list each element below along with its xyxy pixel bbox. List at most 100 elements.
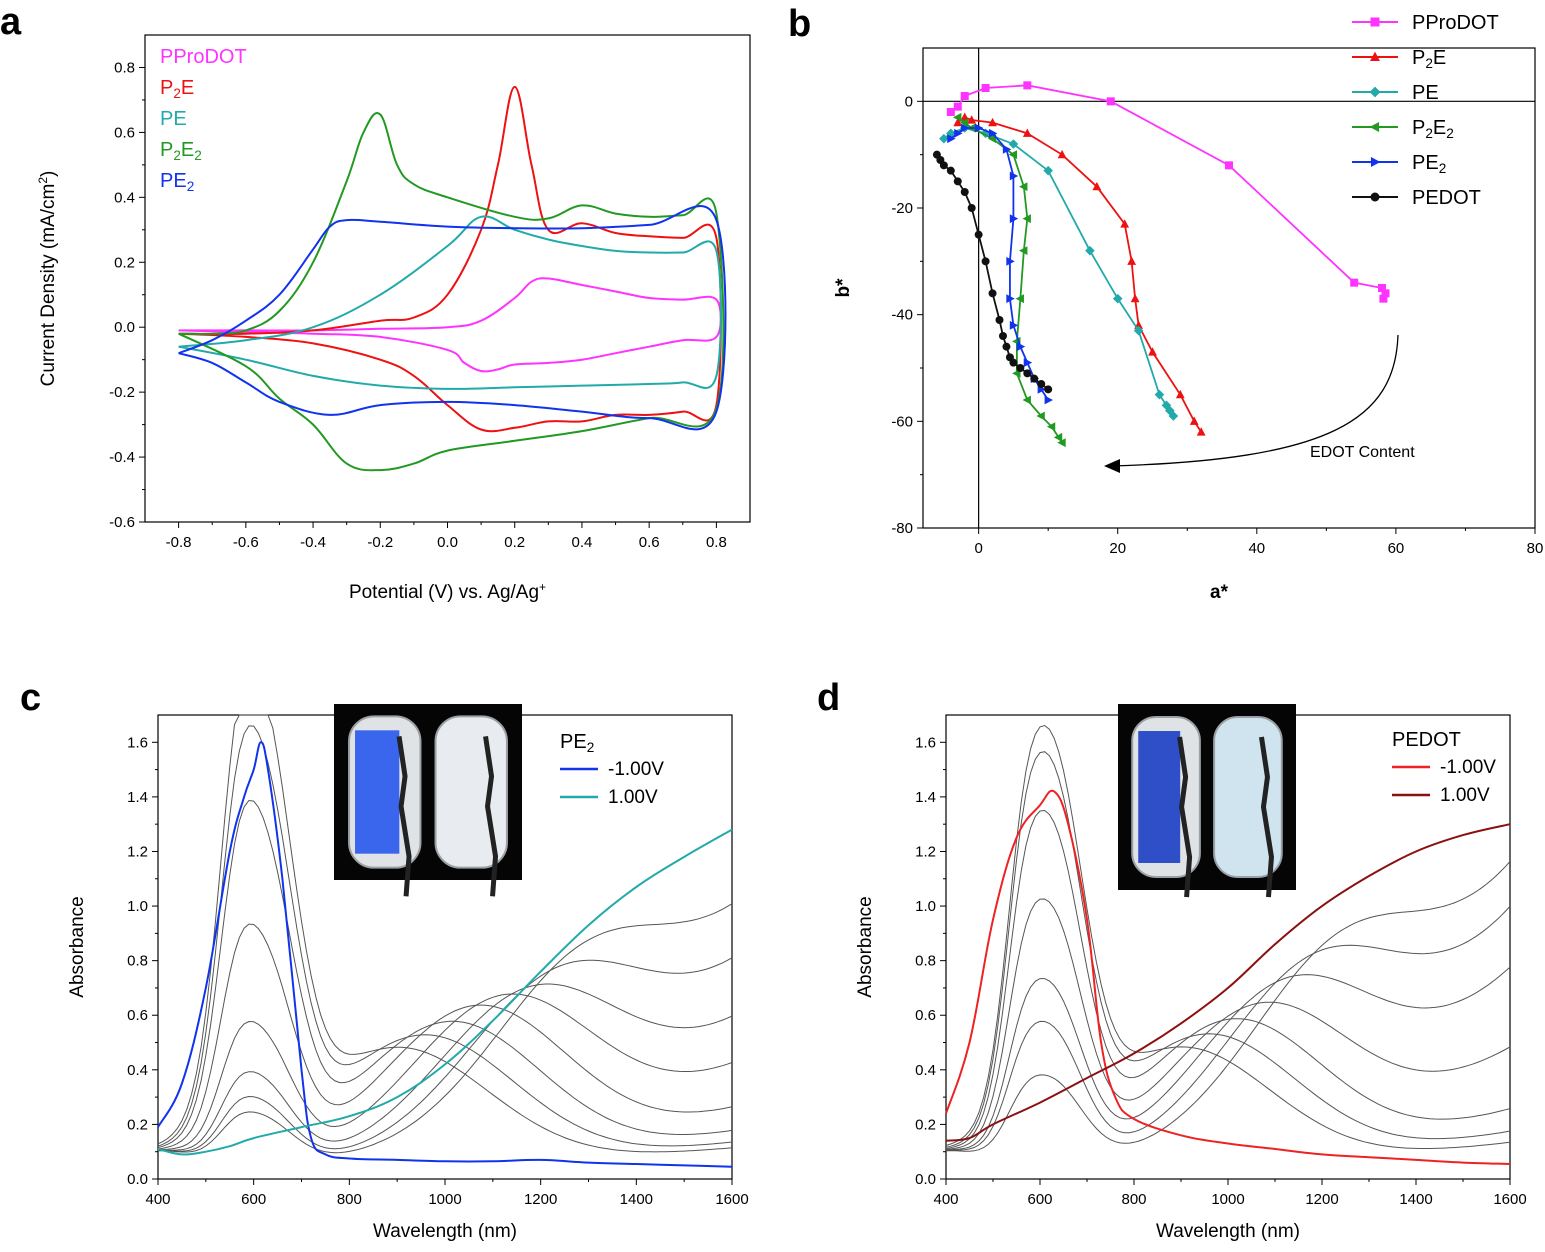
y-tick-label: 1.4 (127, 789, 148, 806)
data-point-PE2 (961, 123, 970, 133)
series-line-P2E2 (178, 112, 725, 472)
photo-inset (334, 704, 522, 897)
data-point-PE (939, 133, 949, 144)
legend-entry-2: PE (1412, 82, 1439, 104)
intermediate-spectrum (945, 861, 1511, 1152)
x-tick-label: 1200 (1305, 1191, 1338, 1208)
data-point-P2E (1092, 181, 1102, 191)
y-tick-label: 0.4 (127, 1062, 148, 1079)
x-tick-label: 400 (933, 1191, 958, 1208)
y-tick-label: 0.2 (915, 1116, 936, 1133)
data-point-PE (1154, 389, 1165, 400)
x-tick-label: 0.6 (639, 534, 660, 551)
x-tick-label: 60 (1388, 540, 1405, 557)
series-line-PE (178, 215, 722, 390)
legend-entry-0: PProDOT (160, 46, 247, 68)
series-line-PE2 (950, 127, 1049, 401)
data-point-PE2 (988, 128, 998, 138)
y-tick-label: 0.8 (127, 953, 148, 970)
y-tick-label: 0.2 (127, 1116, 148, 1133)
intermediate-spectrum (945, 751, 1511, 1148)
x-tick-label: 600 (241, 1191, 266, 1208)
data-point-P2E (967, 115, 977, 124)
data-point-PEDOT (1037, 380, 1046, 388)
legend-entry-1: P2E (160, 77, 194, 101)
y-tick-label: 1.6 (127, 734, 148, 751)
y-tick-label: -40 (891, 307, 913, 324)
data-point-PEDOT (1016, 364, 1025, 372)
data-point-PE2 (1002, 144, 1012, 154)
legend-entry-3: P2E2 (160, 139, 202, 163)
data-point-PProDOT (1378, 284, 1386, 292)
edot-arrowhead (1104, 459, 1120, 473)
y-tick-label: 0.6 (127, 1007, 148, 1024)
x-tick-label: -0.8 (166, 534, 192, 551)
x-tick-label: 1400 (620, 1191, 653, 1208)
legend-label-0: -1.00V (608, 759, 664, 780)
data-point-P2E2 (1015, 294, 1024, 304)
data-point-PE2 (947, 134, 956, 144)
x-tick-label: 40 (1248, 540, 1265, 557)
data-point-PProDOT (1106, 97, 1115, 106)
series-line-1.00V (945, 823, 1511, 1142)
series-line-P2E (957, 116, 1202, 433)
legend-entry-0: PProDOT (1412, 12, 1499, 34)
data-point-PProDOT (960, 92, 969, 100)
intermediate-spectrum (157, 923, 733, 1150)
data-point-P2E (1175, 389, 1185, 399)
edot-arrow (1109, 334, 1399, 467)
data-point-P2E2 (987, 134, 997, 144)
data-point-P2E (1127, 256, 1137, 265)
y-tick-label: -0.2 (109, 384, 135, 401)
y-tick-label: 0 (905, 93, 913, 110)
data-point-PEDOT (939, 161, 948, 170)
legend-title: PE2 (560, 731, 594, 755)
data-point-PE2 (1016, 342, 1026, 352)
y-tick-label: 0.8 (114, 59, 135, 76)
legend-entry-5: PEDOT (1412, 187, 1481, 209)
legend-entry-3: P2E2 (1412, 117, 1454, 141)
data-point-PEDOT (988, 289, 997, 298)
plot-frame (922, 47, 1536, 529)
data-point-P2E2 (1008, 150, 1018, 160)
series-line--1.00V (157, 741, 733, 1168)
x-tick-label: 0.0 (437, 534, 458, 551)
electrode-wire (1258, 736, 1274, 898)
data-point-PEDOT (995, 316, 1004, 324)
y-tick-label: -0.4 (109, 449, 135, 466)
x-tick-label: 0 (974, 540, 982, 557)
chart-b: 0 20 40 60 80 -80 -60 -40 -20 0 PProDOT P2E PE P2E2 PE… (833, 12, 1543, 603)
intermediate-spectrum (157, 725, 733, 1147)
x-axis-label: Potential (V) vs. Ag/Ag+ (349, 580, 546, 603)
x-tick-label: -0.2 (367, 534, 393, 551)
data-point-PE2 (1006, 256, 1015, 266)
y-tick-label: 0.6 (114, 124, 135, 141)
data-point-PProDOT (981, 84, 990, 92)
data-point-PProDOT (1350, 278, 1359, 287)
data-point-PE2 (954, 128, 963, 138)
data-point-P2E2 (1022, 214, 1031, 224)
intermediate-spectrum (945, 809, 1511, 1150)
data-point-P2E (1196, 427, 1206, 436)
legend-marker (1370, 17, 1380, 27)
data-point-PE (1008, 139, 1019, 149)
annotation-edot-content: EDOT Content (1310, 444, 1415, 461)
data-point-P2E (1120, 219, 1130, 228)
electrode-wire (483, 735, 499, 897)
data-point-PProDOT (1023, 81, 1032, 90)
legend-marker (1370, 192, 1380, 202)
data-point-PE2 (1009, 214, 1019, 224)
data-point-P2E2 (1022, 395, 1031, 405)
data-point-P2E (1148, 347, 1157, 356)
x-tick-label: -0.4 (300, 534, 326, 551)
y-tick-label: 0.6 (915, 1007, 936, 1024)
data-point-PEDOT (1009, 358, 1018, 367)
legend-marker (1370, 51, 1380, 62)
data-point-PProDOT (946, 108, 955, 116)
legend-entry-4: PE2 (160, 170, 194, 194)
legend-label-1: 1.00V (1440, 785, 1490, 806)
data-point-PE2 (1023, 358, 1033, 368)
x-tick-label: 80 (1527, 540, 1544, 557)
data-point-PE (1043, 165, 1053, 176)
x-tick-label: 1400 (1399, 1191, 1432, 1208)
